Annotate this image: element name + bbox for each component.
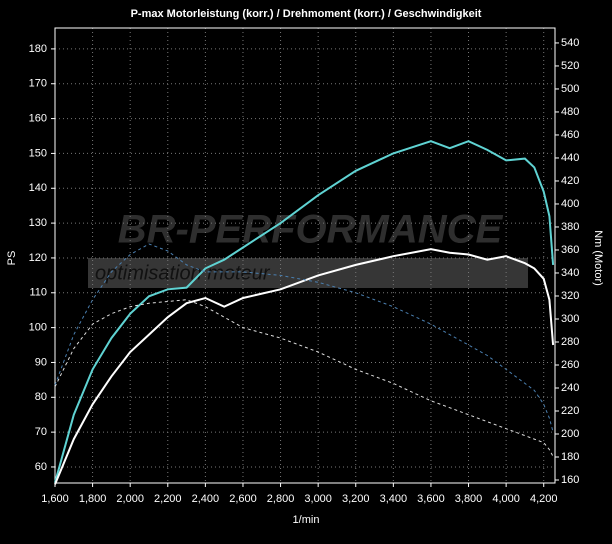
watermark-band xyxy=(88,258,528,288)
y2-tick-label: 380 xyxy=(561,221,579,233)
x-tick-label: 2,800 xyxy=(267,493,295,505)
x-tick-label: 2,200 xyxy=(154,493,182,505)
y2-tick-label: 440 xyxy=(561,152,579,164)
x-tick-label: 1,800 xyxy=(79,493,107,505)
x-tick-label: 3,600 xyxy=(417,493,445,505)
y2-tick-label: 340 xyxy=(561,267,579,279)
y2-tick-label: 420 xyxy=(561,175,579,187)
y2-tick-label: 200 xyxy=(561,428,579,440)
y2-tick-label: 180 xyxy=(561,451,579,463)
y-tick-label: 110 xyxy=(29,287,47,299)
x-tick-label: 2,600 xyxy=(229,493,257,505)
x-tick-label: 3,200 xyxy=(342,493,370,505)
x-tick-label: 4,000 xyxy=(492,493,520,505)
y2-tick-label: 500 xyxy=(561,83,579,95)
x-tick-label: 3,800 xyxy=(455,493,483,505)
y2-tick-label: 320 xyxy=(561,290,579,302)
y-axis-label: PS xyxy=(6,251,18,266)
y2-tick-label: 460 xyxy=(561,129,579,141)
y-tick-label: 70 xyxy=(35,426,47,438)
y-tick-label: 180 xyxy=(29,43,47,55)
y-tick-label: 90 xyxy=(35,356,47,368)
watermark: BR-PERFORMANCE xyxy=(118,208,504,252)
data-line xyxy=(54,248,555,485)
y-tick-label: 80 xyxy=(35,391,47,403)
x-tick-label: 3,400 xyxy=(380,493,408,505)
chart-title: P-max Motorleistung (korr.) / Drehmoment… xyxy=(131,8,482,20)
y2-axis-label: Nm (Motor) xyxy=(592,230,604,286)
y2-tick-label: 160 xyxy=(561,474,579,486)
y2-tick-label: 260 xyxy=(561,359,579,371)
y2-tick-label: 280 xyxy=(561,336,579,348)
y2-tick-label: 480 xyxy=(561,106,579,118)
x-tick-label: 3,000 xyxy=(304,493,332,505)
y-tick-label: 100 xyxy=(29,322,47,334)
y-tick-label: 160 xyxy=(29,112,47,124)
x-tick-label: 4,200 xyxy=(530,493,558,505)
y2-tick-label: 220 xyxy=(561,405,579,417)
x-tick-label: 2,000 xyxy=(116,493,144,505)
y-tick-label: 170 xyxy=(29,78,47,90)
y2-tick-label: 300 xyxy=(561,313,579,325)
x-tick-label: 1,600 xyxy=(41,493,69,505)
y2-tick-label: 240 xyxy=(561,382,579,394)
plot-frame xyxy=(54,27,556,484)
y2-tick-label: 360 xyxy=(561,244,579,256)
x-tick-label: 2,400 xyxy=(192,493,220,505)
data-line xyxy=(54,243,554,433)
x-axis-label: 1/min xyxy=(293,514,320,526)
y-tick-label: 120 xyxy=(29,252,47,264)
y2-tick-label: 520 xyxy=(561,60,579,72)
data-line xyxy=(54,140,555,483)
y2-tick-label: 400 xyxy=(561,198,579,210)
data-line xyxy=(54,299,554,457)
y-tick-label: 130 xyxy=(29,217,47,229)
y-tick-label: 150 xyxy=(29,147,47,159)
y-tick-label: 60 xyxy=(35,461,47,473)
watermark-subtitle: optimisation moteur xyxy=(95,262,271,284)
y-tick-label: 140 xyxy=(29,182,47,194)
y2-tick-label: 540 xyxy=(561,37,579,49)
